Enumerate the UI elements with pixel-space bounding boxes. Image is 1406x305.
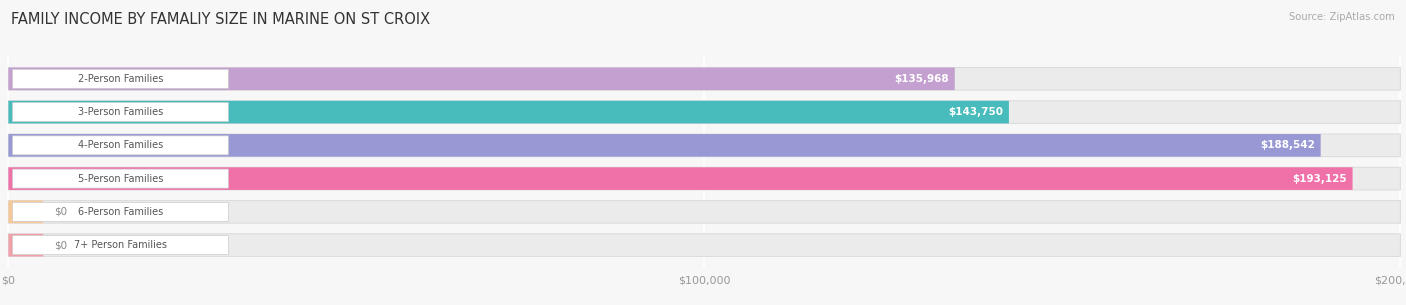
Text: $193,125: $193,125: [1292, 174, 1347, 184]
Text: 5-Person Families: 5-Person Families: [77, 174, 163, 184]
Text: $188,542: $188,542: [1260, 140, 1315, 150]
Text: $0: $0: [55, 207, 67, 217]
FancyBboxPatch shape: [8, 134, 1400, 157]
Text: 2-Person Families: 2-Person Families: [77, 74, 163, 84]
FancyBboxPatch shape: [8, 201, 44, 223]
Text: 6-Person Families: 6-Person Families: [77, 207, 163, 217]
FancyBboxPatch shape: [8, 67, 955, 90]
Text: $135,968: $135,968: [894, 74, 949, 84]
Text: $143,750: $143,750: [948, 107, 1004, 117]
FancyBboxPatch shape: [8, 101, 1400, 124]
FancyBboxPatch shape: [13, 102, 228, 122]
Text: $0: $0: [55, 240, 67, 250]
FancyBboxPatch shape: [8, 234, 1400, 257]
Text: 4-Person Families: 4-Person Families: [77, 140, 163, 150]
FancyBboxPatch shape: [13, 69, 228, 88]
FancyBboxPatch shape: [13, 136, 228, 155]
Text: 7+ Person Families: 7+ Person Families: [75, 240, 167, 250]
FancyBboxPatch shape: [8, 167, 1400, 190]
FancyBboxPatch shape: [8, 134, 1320, 157]
FancyBboxPatch shape: [8, 101, 1010, 124]
Text: FAMILY INCOME BY FAMALIY SIZE IN MARINE ON ST CROIX: FAMILY INCOME BY FAMALIY SIZE IN MARINE …: [11, 12, 430, 27]
Text: Source: ZipAtlas.com: Source: ZipAtlas.com: [1289, 12, 1395, 22]
FancyBboxPatch shape: [8, 67, 1400, 90]
FancyBboxPatch shape: [8, 167, 1353, 190]
FancyBboxPatch shape: [8, 234, 44, 257]
FancyBboxPatch shape: [13, 203, 228, 221]
FancyBboxPatch shape: [13, 169, 228, 188]
Text: 3-Person Families: 3-Person Families: [77, 107, 163, 117]
FancyBboxPatch shape: [8, 201, 1400, 223]
FancyBboxPatch shape: [13, 236, 228, 255]
